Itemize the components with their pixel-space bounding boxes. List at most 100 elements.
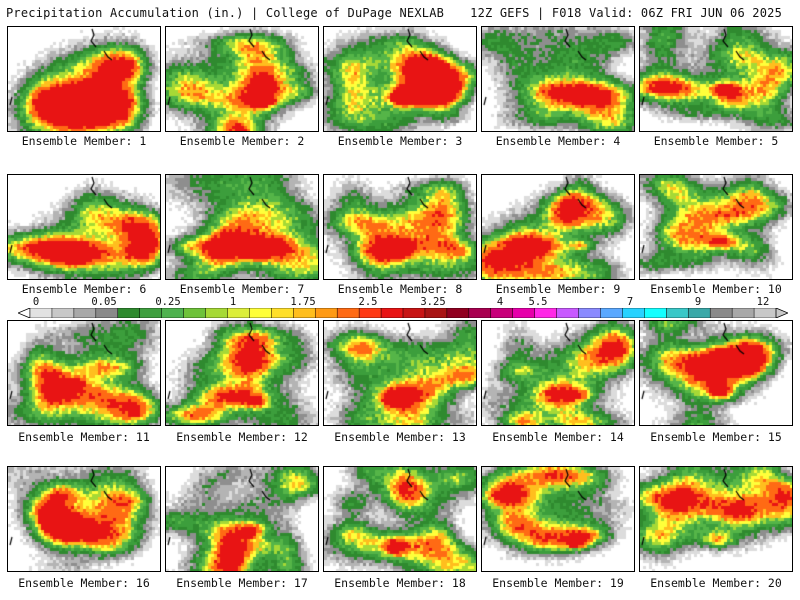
ensemble-member-label: Ensemble Member: 12 (176, 430, 308, 444)
ensemble-member-label: Ensemble Member: 13 (334, 430, 466, 444)
colorbar-right-arrow (775, 308, 788, 318)
precip-map (166, 467, 318, 571)
ensemble-panel (165, 320, 319, 426)
precip-map (8, 467, 160, 571)
colorbar-swatch (644, 308, 667, 318)
colorbar-swatch (424, 308, 448, 318)
precip-map (640, 175, 792, 279)
colorbar-tick-label: 0 (32, 296, 40, 308)
precip-map (640, 27, 792, 131)
map-title: Precipitation Accumulation (in.) | Colle… (6, 6, 445, 20)
colorbar-tick-label: 3.25 (420, 296, 446, 308)
ensemble-member-label: Ensemble Member: 15 (650, 430, 782, 444)
colorbar-swatch (293, 308, 316, 318)
colorbar-swatch (117, 308, 141, 318)
colorbar-swatch (578, 308, 602, 318)
colorbar-tick-label: 1.75 (290, 296, 316, 308)
ensemble-panel (7, 320, 161, 426)
ensemble-member-label: Ensemble Member: 1 (21, 134, 147, 148)
ensemble-member-label: Ensemble Member: 16 (18, 576, 150, 590)
precip-map (482, 467, 634, 571)
colorbar-swatch (314, 308, 338, 318)
colorbar-swatch (51, 308, 75, 318)
colorbar-swatch (271, 308, 294, 318)
precip-map (8, 321, 160, 425)
ensemble-panel (323, 26, 477, 132)
precip-map (324, 467, 476, 571)
precip-map (482, 27, 634, 131)
colorbar-swatch (512, 308, 536, 318)
ensemble-member-label: Ensemble Member: 14 (492, 430, 624, 444)
colorbar: 0 0.05 0.25 1 1.75 2.5 3.25 4 5.5 7 9 12 (18, 296, 788, 322)
ensemble-member-label: Ensemble Member: 9 (495, 282, 621, 296)
precip-map (324, 27, 476, 131)
colorbar-tick-label: 1 (229, 296, 237, 308)
precip-map (166, 321, 318, 425)
precip-map (482, 175, 634, 279)
colorbar-swatch (73, 308, 97, 318)
precip-map (640, 467, 792, 571)
colorbar-swatch (29, 308, 53, 318)
ensemble-member-label: Ensemble Member: 11 (18, 430, 150, 444)
precip-map (166, 27, 318, 131)
precip-map (324, 175, 476, 279)
colorbar-swatch (227, 308, 250, 318)
colorbar-swatch (336, 308, 360, 318)
model-run-label: 12Z GEFS | F018 Valid: 06Z FRI JUN 06 20… (470, 6, 782, 20)
colorbar-swatch (666, 308, 689, 318)
colorbar-swatch (446, 308, 470, 318)
precip-map (8, 175, 160, 279)
ensemble-member-label: Ensemble Member: 20 (650, 576, 782, 590)
ensemble-member-label: Ensemble Member: 10 (650, 282, 782, 296)
ensemble-panel (165, 174, 319, 280)
colorbar-swatch (380, 308, 404, 318)
colorbar-tick-label: 12 (756, 296, 770, 308)
ensemble-panel (481, 466, 635, 572)
ensemble-member-label: Ensemble Member: 18 (334, 576, 466, 590)
colorbar-swatch (95, 308, 119, 318)
ensemble-panel (323, 320, 477, 426)
colorbar-swatch (490, 308, 514, 318)
ensemble-member-label: Ensemble Member: 7 (179, 282, 305, 296)
ensemble-panel (7, 26, 161, 132)
colorbar-bar (18, 308, 788, 318)
colorbar-swatch (205, 308, 229, 318)
ensemble-panel (165, 466, 319, 572)
colorbar-swatch (249, 308, 272, 318)
colorbar-swatch (600, 308, 623, 318)
ensemble-member-label: Ensemble Member: 2 (179, 134, 305, 148)
ensemble-panel (639, 320, 793, 426)
colorbar-swatch (534, 308, 558, 318)
ensemble-panel (481, 320, 635, 426)
precip-map (640, 321, 792, 425)
colorbar-swatch (556, 308, 580, 318)
colorbar-swatch (753, 308, 777, 318)
colorbar-tick-label: 7 (626, 296, 634, 308)
ensemble-member-label: Ensemble Member: 17 (176, 576, 308, 590)
ensemble-member-label: Ensemble Member: 4 (495, 134, 621, 148)
precip-map (482, 321, 634, 425)
colorbar-swatch (161, 308, 185, 318)
precip-map (166, 175, 318, 279)
colorbar-left-arrow (18, 308, 31, 318)
ensemble-panel (639, 466, 793, 572)
colorbar-tick-label: 0.25 (155, 296, 181, 308)
colorbar-swatch (402, 308, 426, 318)
colorbar-swatch (468, 308, 492, 318)
colorbar-tick-label: 5.5 (528, 296, 548, 308)
colorbar-tick-label: 9 (694, 296, 702, 308)
ensemble-panel (323, 174, 477, 280)
colorbar-swatch (183, 308, 207, 318)
ensemble-member-label: Ensemble Member: 6 (21, 282, 147, 296)
colorbar-tick-label: 0.05 (91, 296, 117, 308)
colorbar-swatch (139, 308, 163, 318)
colorbar-tick-label: 4 (496, 296, 504, 308)
colorbar-swatch (709, 308, 733, 318)
ensemble-panel (639, 26, 793, 132)
ensemble-panel (7, 466, 161, 572)
colorbar-tick-label: 2.5 (358, 296, 378, 308)
ensemble-panel (165, 26, 319, 132)
precip-map (8, 27, 160, 131)
ensemble-member-label: Ensemble Member: 3 (337, 134, 463, 148)
colorbar-swatch (622, 308, 645, 318)
